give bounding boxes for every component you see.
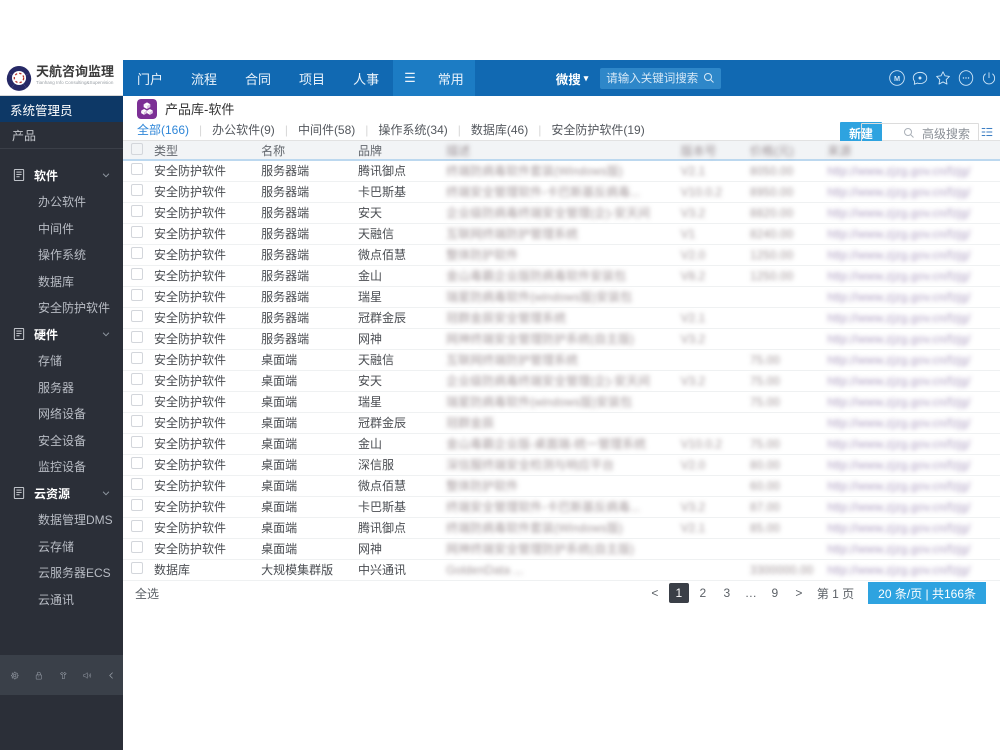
- svg-text:M: M: [894, 74, 900, 83]
